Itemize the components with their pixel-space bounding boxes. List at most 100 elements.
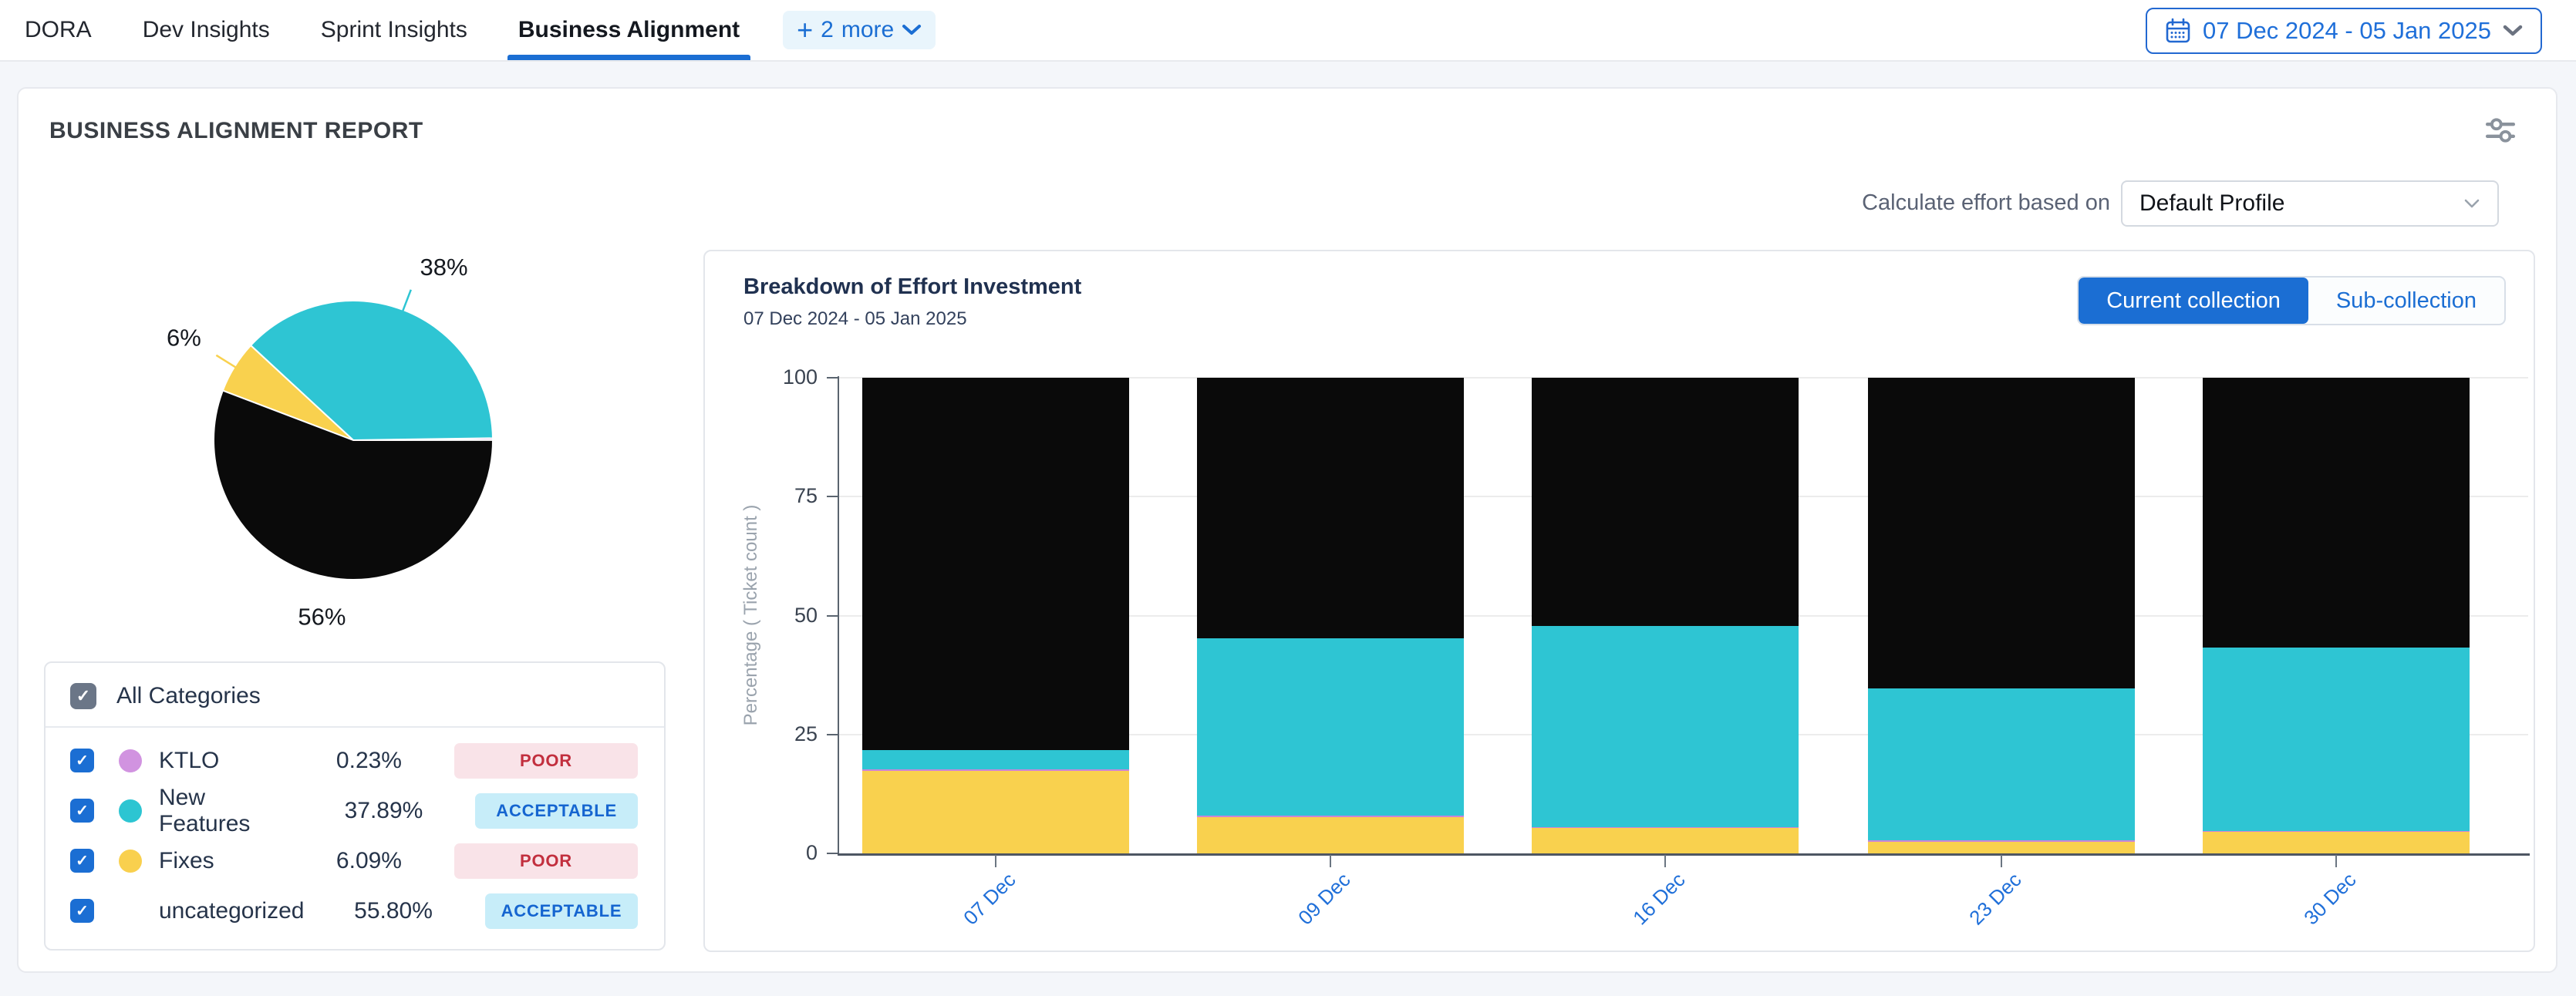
- date-range-picker[interactable]: 07 Dec 2024 - 05 Jan 2025: [2146, 8, 2542, 54]
- categories-panel: ✓ All Categories ✓ KTLO 0.23% POOR ✓ New Feat…: [44, 661, 666, 951]
- tab-dev-insights[interactable]: Dev Insights: [143, 0, 270, 60]
- display-settings-button[interactable]: [2479, 110, 2522, 150]
- tab-label: Dev Insights: [142, 17, 270, 42]
- chart-title: Breakdown of Effort Investment: [743, 274, 1082, 299]
- y-tick: [827, 496, 838, 498]
- all-categories-label: All Categories: [116, 683, 261, 708]
- bar-30-dec: [2203, 378, 2470, 853]
- status-badge: POOR: [454, 843, 638, 879]
- bar-segment-uncategorized: [862, 378, 1129, 750]
- tab-dora[interactable]: DORA: [25, 0, 92, 60]
- pie-percentage-label: 38%: [420, 254, 468, 281]
- sliders-icon: [2485, 118, 2516, 143]
- chevron-down-icon: [902, 25, 922, 35]
- chart-subtitle: 07 Dec 2024 - 05 Jan 2025: [743, 308, 967, 329]
- y-tick: [827, 377, 838, 379]
- y-tick: [827, 614, 838, 617]
- pie-percentage-label: 56%: [298, 603, 346, 630]
- bar-segment-fixes: [1868, 841, 2135, 853]
- top-nav: DORA Dev Insights Sprint Insights Business …: [0, 0, 2576, 62]
- all-categories-checkbox[interactable]: ✓: [70, 683, 96, 709]
- business-alignment-report-card: BUSINESS ALIGNMENT REPORT Calculate effo…: [17, 87, 2557, 973]
- bar-segment-new-features: [862, 749, 1129, 770]
- y-axis-tick-label: 100: [782, 365, 818, 389]
- bar-segment-ktlo: [2203, 831, 2470, 833]
- bar-segment-fixes: [862, 771, 1129, 853]
- pie-slice-uncategorized: [213, 389, 494, 580]
- more-count: 2: [821, 17, 834, 42]
- category-row-new-features: ✓ New Features 37.89% ACCEPTABLE: [46, 785, 664, 836]
- category-checkbox-fixes[interactable]: ✓: [70, 849, 94, 873]
- y-axis-line: [838, 376, 839, 855]
- bar-segment-uncategorized: [2203, 378, 2470, 648]
- bar-segment-fixes: [2203, 832, 2470, 853]
- x-tick: [1664, 855, 1666, 867]
- bar-segment-fixes: [1197, 816, 1464, 853]
- bar-segment-new-features: [1868, 688, 2135, 840]
- bar-segment-ktlo: [1868, 840, 2135, 842]
- x-axis-tick-label: 30 Dec: [2298, 868, 2361, 930]
- effort-distribution-pie-chart: 38% 6% 56%: [167, 254, 494, 630]
- effort-investment-chart-card: Breakdown of Effort Investment 07 Dec 20…: [703, 250, 2535, 952]
- pie-percentage-label: 6%: [167, 324, 201, 351]
- chevron-down-icon: [2503, 25, 2523, 36]
- tab-label: Business Alignment: [518, 17, 740, 42]
- x-axis-line: [838, 853, 2530, 856]
- category-color-dot: [119, 799, 142, 823]
- more-label: more: [841, 17, 895, 42]
- status-badge: ACCEPTABLE: [475, 792, 638, 829]
- bar-segment-uncategorized: [1868, 378, 2135, 688]
- status-badge: ACCEPTABLE: [484, 893, 638, 929]
- y-axis-tick-label: 0: [805, 841, 818, 864]
- all-categories-row: ✓ All Categories: [46, 663, 664, 726]
- effort-profile-row: Calculate effort based on Default Profil…: [19, 180, 2520, 227]
- status-badge: POOR: [454, 742, 638, 779]
- category-percent: 37.89%: [344, 797, 423, 823]
- sub-collection-button[interactable]: Sub-collection: [2308, 278, 2504, 324]
- effort-profile-label: Calculate effort based on: [1862, 190, 2110, 215]
- date-range-value: 07 Dec 2024 - 05 Jan 2025: [2203, 17, 2491, 44]
- bar-segment-fixes: [1532, 828, 1799, 853]
- pie-label-leader-line: [215, 354, 237, 368]
- category-color-dot: [119, 900, 142, 923]
- more-tabs-chip[interactable]: + 2 more: [783, 11, 936, 49]
- bar-segment-new-features: [1197, 638, 1464, 816]
- x-axis-tick-label: 07 Dec: [958, 868, 1020, 930]
- category-name: uncategorized: [159, 897, 305, 924]
- category-checkbox-new-features[interactable]: ✓: [70, 799, 94, 823]
- bar-segment-new-features: [2203, 647, 2470, 832]
- category-color-dot: [119, 849, 142, 873]
- category-percent: 6.09%: [335, 847, 402, 873]
- category-name: KTLO: [159, 747, 220, 773]
- category-row-fixes: ✓ Fixes 6.09% POOR: [46, 839, 664, 883]
- bar-segment-ktlo: [1197, 815, 1464, 817]
- category-percent: 0.23%: [335, 747, 402, 773]
- active-tab-underline: [507, 55, 751, 60]
- tab-business-alignment[interactable]: Business Alignment: [507, 0, 751, 60]
- profile-select[interactable]: Default Profile: [2121, 180, 2499, 227]
- category-color-dot: [119, 749, 142, 772]
- nav-tabs: DORA Dev Insights Sprint Insights Business …: [0, 0, 751, 60]
- bar-segment-ktlo: [862, 769, 1129, 772]
- x-tick: [2335, 855, 2337, 867]
- divider: [46, 726, 664, 728]
- bar-segment-uncategorized: [1532, 378, 1799, 627]
- bar-segment-ktlo: [1532, 827, 1799, 829]
- tab-sprint-insights[interactable]: Sprint Insights: [321, 0, 467, 60]
- bar-16-dec: [1532, 378, 1799, 853]
- category-rows: ✓ KTLO 0.23% POOR ✓ New Features 37.89% ACCEPTA…: [46, 739, 664, 933]
- current-collection-button[interactable]: Current collection: [2079, 278, 2308, 324]
- calendar-icon: [2166, 18, 2190, 43]
- collection-toggle: Current collection Sub-collection: [2077, 276, 2506, 325]
- y-tick: [827, 853, 838, 854]
- y-axis-tick-label: 50: [794, 603, 818, 627]
- x-axis-tick-label: 23 Dec: [1964, 868, 2026, 930]
- category-checkbox-uncategorized[interactable]: ✓: [70, 899, 94, 923]
- category-percent: 55.80%: [354, 897, 433, 924]
- category-name: Fixes: [159, 847, 214, 873]
- bar-segment-uncategorized: [1197, 378, 1464, 638]
- x-axis-tick-label: 09 Dec: [1293, 868, 1355, 930]
- category-name: New Features: [159, 784, 251, 836]
- category-checkbox-ktlo[interactable]: ✓: [70, 749, 94, 772]
- tab-label: Sprint Insights: [320, 17, 467, 42]
